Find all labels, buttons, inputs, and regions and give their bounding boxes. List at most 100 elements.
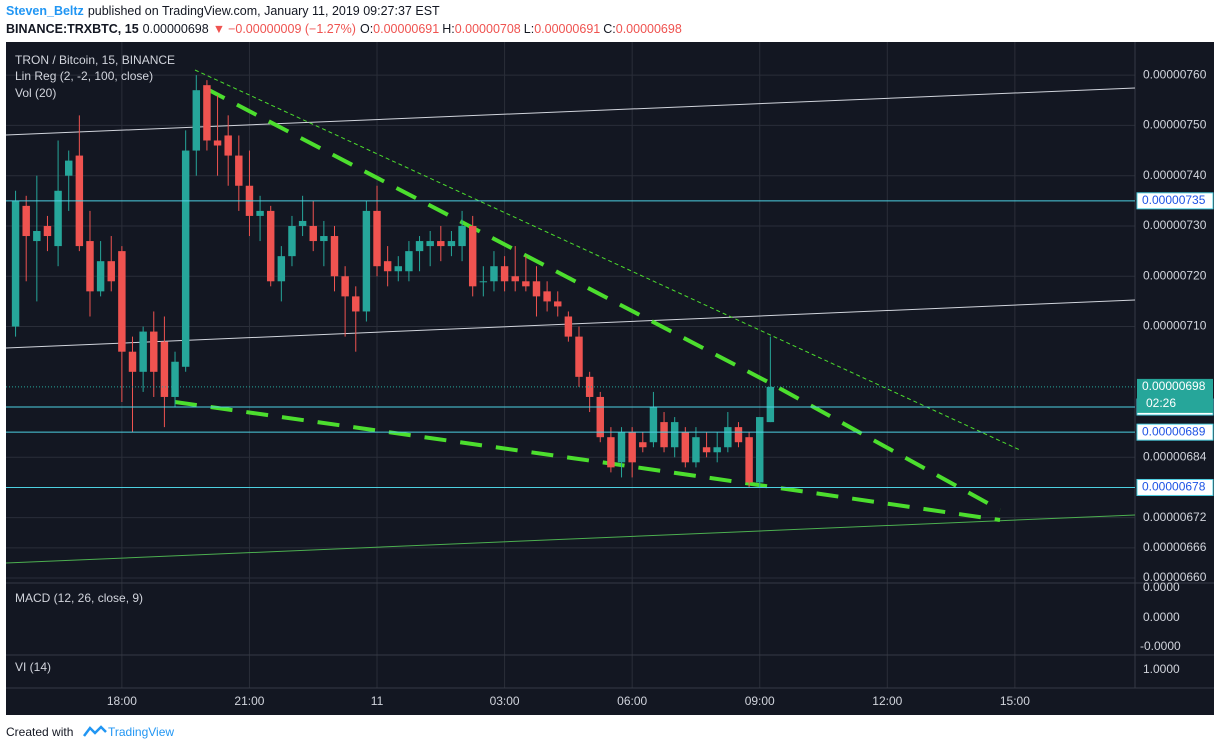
author-line: Steven_Beltz published on TradingView.com…	[6, 4, 440, 18]
candle-body	[171, 361, 179, 397]
candle-body	[341, 276, 349, 297]
candle-body	[681, 432, 690, 463]
y-tick-label: 0.00000710	[1143, 319, 1207, 333]
candle-body	[447, 241, 456, 247]
candle-body	[639, 442, 647, 448]
candle-body	[532, 281, 541, 297]
candle-body	[181, 150, 190, 367]
author[interactable]: Steven_Beltz	[6, 4, 84, 18]
candle-body	[479, 281, 488, 283]
candle-body	[617, 432, 626, 463]
level-label-box	[1136, 478, 1214, 496]
candle-body	[724, 427, 732, 448]
candle-body	[692, 437, 700, 463]
x-tick-label: 15:00	[1000, 694, 1030, 708]
symbol: BINANCE:TRXBTC, 15	[6, 22, 139, 36]
candle-body	[86, 241, 94, 292]
x-tick-label: 11	[371, 694, 384, 708]
vi-title: VI (14)	[15, 660, 51, 674]
candle-body	[394, 266, 403, 272]
footer-brand[interactable]: TradingView	[108, 725, 174, 739]
candle-body	[745, 437, 753, 483]
candle-body	[224, 135, 232, 156]
volume-regression	[5, 514, 1136, 564]
y-tick-label: 0.00000660	[1143, 570, 1207, 584]
candle-body	[96, 261, 105, 292]
countdown: 02:26	[1146, 396, 1176, 410]
candle-body	[734, 427, 743, 443]
candle-body	[150, 331, 158, 372]
candle-body	[766, 386, 775, 423]
level-label-box	[1136, 192, 1214, 210]
o-label: O:	[360, 22, 373, 36]
candle-body	[11, 200, 20, 327]
brand-logo	[83, 725, 107, 737]
candle-body	[575, 336, 583, 377]
arrow: ▼	[213, 22, 225, 36]
trendline-lower	[174, 400, 1001, 522]
c: 0.00000698	[616, 22, 682, 36]
y-tick-label: 0.00000672	[1143, 510, 1207, 524]
y-tick-label: 0.00000750	[1143, 118, 1207, 132]
candle-body	[554, 301, 562, 307]
legend-volume: Vol (20)	[15, 86, 56, 100]
candle-body	[373, 210, 381, 267]
candle-body	[256, 210, 264, 216]
y-tick-label: 0.00000740	[1143, 168, 1207, 182]
candle-body	[65, 160, 73, 176]
y-tick-label: 0.00000666	[1143, 540, 1207, 554]
candle-body	[628, 432, 636, 463]
candle-body	[277, 256, 286, 282]
last: 0.00000698	[143, 22, 209, 36]
candle-body	[458, 225, 466, 247]
candle-body	[713, 447, 721, 453]
candle-body	[564, 316, 573, 337]
candle-body	[607, 437, 615, 468]
footer-created: Created with	[6, 725, 73, 739]
y-tick-label: 0.00000760	[1143, 67, 1207, 81]
candle-body	[585, 376, 594, 397]
candle-body	[320, 236, 328, 242]
candle-body	[235, 155, 243, 186]
candle-body	[522, 281, 530, 287]
legend-main: TRON / Bitcoin, 15, BINANCE	[15, 53, 175, 67]
published: published on TradingView.com, January 11…	[88, 4, 440, 18]
vi-axis-label: 1.0000	[1143, 662, 1180, 676]
candle-body	[43, 225, 52, 237]
x-tick-label: 09:00	[745, 694, 775, 708]
c-label: C:	[603, 22, 616, 36]
legend-linreg: Lin Reg (2, -2, 100, close)	[15, 69, 153, 83]
candle-body	[415, 241, 424, 252]
candle-body	[22, 205, 30, 237]
candle-body	[213, 140, 222, 146]
x-tick-label: 03:00	[490, 694, 520, 708]
candle-body	[649, 407, 658, 443]
level-label: 0.00000678	[1142, 480, 1206, 494]
x-tick-label: 12:00	[872, 694, 902, 708]
candle-body	[511, 276, 519, 282]
l-label: L:	[524, 22, 534, 36]
y-tick-label: 0.00000684	[1143, 449, 1207, 463]
candle-body	[160, 341, 169, 397]
candle-body	[756, 417, 764, 483]
candle-body	[468, 225, 477, 287]
candle-body	[118, 251, 126, 352]
candle-body	[139, 331, 147, 372]
candle-body	[298, 220, 307, 226]
l: 0.00000691	[534, 22, 600, 36]
candle-body	[128, 351, 137, 372]
candle-body	[309, 225, 317, 242]
candle-body	[596, 396, 604, 438]
plot	[6, 75, 1135, 488]
candle-body	[107, 261, 115, 282]
candle-body	[426, 241, 434, 247]
candle-body	[405, 251, 413, 272]
candle-body	[54, 190, 62, 247]
level-label: 0.00000689	[1142, 424, 1206, 438]
macd-axis-label: 0.0000	[1143, 580, 1180, 594]
x-tick-label: 06:00	[617, 694, 647, 708]
candle-body	[490, 266, 498, 282]
candle-body	[288, 225, 296, 257]
h: 0.00000708	[455, 22, 521, 36]
